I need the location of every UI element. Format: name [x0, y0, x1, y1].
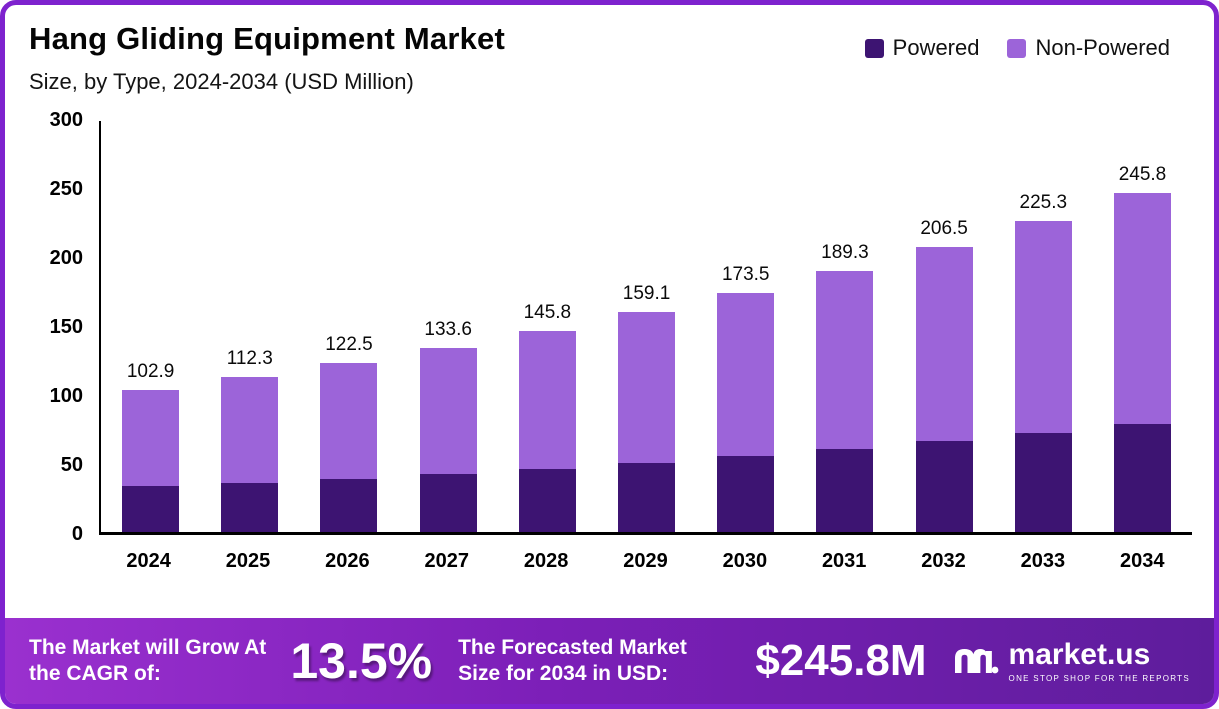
legend: Powered Non-Powered: [864, 35, 1170, 61]
forecast-label: The Forecasted Market Size for 2034 in U…: [458, 635, 687, 685]
bar-segment-powered[interactable]: [1113, 423, 1171, 532]
bar-segment-powered[interactable]: [717, 456, 775, 532]
x-axis-label: 2027: [424, 550, 470, 572]
bar-segment-non-powered[interactable]: [1113, 192, 1171, 424]
bar-total-label: 145.8: [523, 301, 572, 323]
bar-segment-powered[interactable]: [518, 469, 576, 532]
bar-segment-non-powered[interactable]: [618, 312, 676, 463]
brand-tagline: ONE STOP SHOP FOR THE REPORTS: [1008, 673, 1190, 683]
bar-segment-non-powered[interactable]: [320, 362, 378, 479]
legend-item-powered[interactable]: Powered: [864, 35, 980, 61]
bar-group[interactable]: 102.9: [101, 121, 200, 532]
y-axis: 0 50 100 150 200 250 300: [15, 109, 89, 545]
bar-segment-non-powered[interactable]: [221, 377, 279, 484]
x-axis-label: 2033: [1020, 550, 1066, 572]
bar-segment-non-powered[interactable]: [1014, 221, 1072, 433]
brand-name: market.us: [1008, 637, 1151, 671]
bar-group[interactable]: 122.5: [299, 121, 398, 532]
marketus-logo[interactable]: market.us ONE STOP SHOP FOR THE REPORTS: [951, 639, 1190, 684]
bar-total-label: 225.3: [1019, 192, 1068, 214]
x-axis-labels: 2024 2025 2026 2027 2028 2029 2030 2031 2032 2033…: [99, 550, 1192, 573]
bar-segment-non-powered[interactable]: [816, 270, 874, 450]
bar-segment-powered[interactable]: [221, 483, 279, 532]
bar-segment-powered[interactable]: [915, 440, 973, 532]
bar-segment-non-powered[interactable]: [122, 390, 180, 487]
chart-header: Hang Gliding Equipment Market Size, by T…: [5, 5, 1214, 95]
legend-swatch-powered: [864, 38, 884, 58]
bar-segment-powered[interactable]: [618, 463, 676, 532]
forecast-value: $245.8M: [755, 636, 927, 685]
legend-label-powered: Powered: [892, 35, 980, 60]
x-axis-label: 2030: [722, 550, 768, 572]
legend-label-non-powered: Non-Powered: [1035, 35, 1170, 60]
bar-total-label: 206.5: [920, 218, 968, 240]
bar-total-label: 133.6: [424, 318, 472, 340]
bar-segment-powered[interactable]: [419, 474, 477, 532]
bar-total-label: 102.9: [126, 361, 175, 383]
bar-total-label: 245.8: [1118, 163, 1167, 185]
x-axis-label: 2024: [126, 550, 171, 572]
bar-group[interactable]: 133.6: [399, 121, 498, 532]
x-axis-label: 2029: [623, 550, 668, 572]
bar-group[interactable]: 245.8: [1093, 121, 1192, 532]
footer-banner: The Market will Grow At the CAGR of: 13.…: [5, 618, 1214, 704]
stacked-bar-chart: 0 50 100 150 200 250 300 102.9 112.3 122.5 133.6 1…: [15, 105, 1200, 581]
page-title: Hang Gliding Equipment Market: [29, 21, 505, 56]
y-tick-label: 50: [60, 454, 83, 476]
y-tick-label: 150: [49, 316, 83, 338]
y-tick-label: 100: [49, 385, 83, 407]
x-axis-label: 2031: [821, 550, 867, 572]
marketus-logo-icon: [951, 639, 999, 684]
legend-item-non-powered[interactable]: Non-Powered: [1007, 35, 1170, 61]
legend-swatch-non-powered: [1007, 38, 1027, 58]
bar-segment-powered[interactable]: [816, 449, 874, 532]
bar-segment-powered[interactable]: [122, 486, 180, 532]
cagr-label: The Market will Grow At the CAGR of:: [29, 635, 267, 685]
bar-group[interactable]: 225.3: [994, 121, 1093, 532]
y-tick-label: 250: [49, 178, 83, 200]
chart-subtitle: Size, by Type, 2024-2034 (USD Million): [29, 69, 414, 94]
bar-segment-powered[interactable]: [1014, 432, 1072, 532]
bar-segment-non-powered[interactable]: [915, 247, 973, 441]
x-axis-label: 2032: [921, 550, 966, 572]
x-axis-label: 2028: [523, 550, 569, 572]
bar-segment-non-powered[interactable]: [518, 330, 576, 470]
bar-group[interactable]: 173.5: [696, 121, 795, 532]
bar-group[interactable]: 189.3: [795, 121, 894, 532]
bar-segment-non-powered[interactable]: [717, 292, 775, 457]
bar-segment-non-powered[interactable]: [419, 347, 477, 475]
bar-total-label: 112.3: [226, 348, 273, 370]
bar-group[interactable]: 112.3: [200, 121, 299, 532]
x-axis-label: 2025: [225, 550, 271, 572]
bar-group[interactable]: 206.5: [895, 121, 994, 532]
bar-segment-powered[interactable]: [320, 478, 378, 532]
plot-area: 102.9 112.3 122.5 133.6 145.8 159.1 173.5 189.3…: [99, 121, 1192, 535]
x-axis-label: 2034: [1120, 550, 1165, 572]
y-tick-label: 300: [49, 109, 83, 131]
y-tick-label: 200: [49, 247, 83, 269]
bar-group[interactable]: 145.8: [498, 121, 597, 532]
bar-total-label: 173.5: [721, 263, 770, 285]
bar-total-label: 189.3: [821, 241, 869, 263]
bar-group[interactable]: 159.1: [597, 121, 696, 532]
cagr-value: 13.5%: [290, 633, 433, 689]
bar-total-label: 159.1: [622, 283, 671, 305]
y-tick-label: 0: [71, 523, 83, 545]
x-axis-label: 2026: [325, 550, 370, 572]
brand-text-group: market.us ONE STOP SHOP FOR THE REPORTS: [1008, 637, 1190, 683]
bar-total-label: 122.5: [325, 333, 373, 355]
